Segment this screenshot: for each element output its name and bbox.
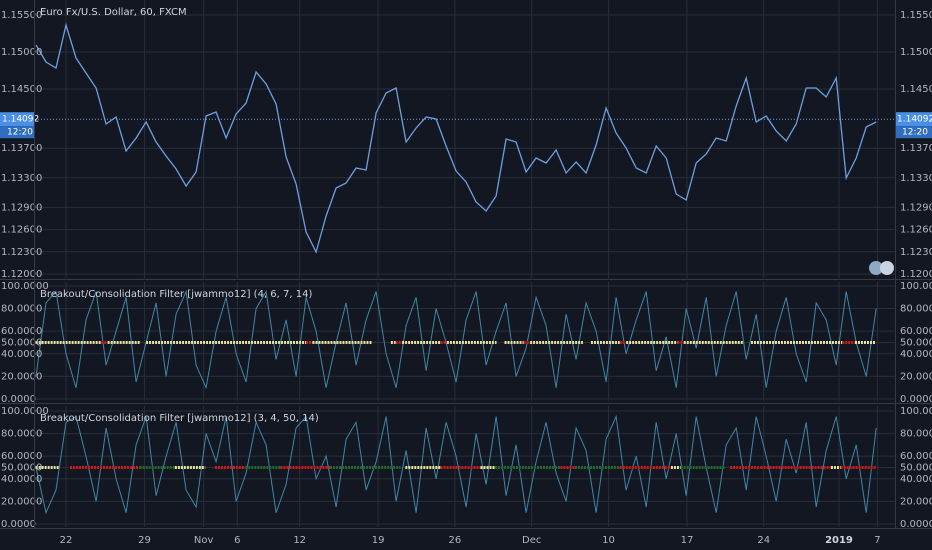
last-price-box <box>0 112 34 127</box>
y-tick-label: 1.12300 <box>900 247 932 258</box>
y-tick-label: 80.0000 <box>1 304 42 315</box>
pane <box>35 406 895 527</box>
y-tick-label: 100.0000 <box>900 281 932 292</box>
y-tick-label: 50.0000 <box>1 462 42 473</box>
last-price-label: 1.14092 <box>897 115 932 125</box>
countdown-label: 12:20 <box>902 128 928 138</box>
y-tick-label: 1.14500 <box>1 84 42 95</box>
x-tick-label: 17 <box>681 535 694 546</box>
y-tick-label: 1.15000 <box>1 47 42 58</box>
x-tick-label: 29 <box>138 535 151 546</box>
countdown-label: 12:20 <box>7 128 33 138</box>
y-tick-label: 0.0000 <box>1 394 36 405</box>
y-tick-label: 60.0000 <box>900 326 932 337</box>
x-tick-label: 12 <box>293 535 306 546</box>
y-tick-label: 1.13300 <box>900 173 932 184</box>
y-tick-label: 50.0000 <box>900 462 932 473</box>
x-tick-label: 22 <box>60 535 73 546</box>
y-tick-label: 20.0000 <box>1 496 42 507</box>
y-tick-label: 100.0000 <box>1 281 49 292</box>
y-tick-label: 40.0000 <box>900 349 932 360</box>
y-tick-label: 40.0000 <box>1 474 42 485</box>
y-tick-label: 1.12600 <box>1 225 42 236</box>
pane-title: Breakout/Consolidation Filter [jwammo12]… <box>40 413 319 424</box>
y-tick-label: 0.0000 <box>900 519 932 530</box>
y-tick-label: 1.12900 <box>1 202 42 213</box>
y-tick-label: 100.0000 <box>1 406 49 417</box>
x-tick-label: 24 <box>757 535 770 546</box>
y-tick-label: 60.0000 <box>900 451 932 462</box>
logo <box>869 261 894 275</box>
last-price-label: 1.14092 <box>2 115 39 125</box>
y-tick-label: 40.0000 <box>1 349 42 360</box>
series-line <box>35 289 877 390</box>
pane <box>35 0 895 278</box>
y-tick-label: 1.12000 <box>900 269 932 280</box>
y-tick-label: 1.15500 <box>1 10 42 21</box>
y-tick-label: 1.15000 <box>900 47 932 58</box>
x-tick-label: Dec <box>522 535 541 546</box>
y-tick-label: 1.12300 <box>1 247 42 258</box>
y-tick-label: 1.13700 <box>1 143 42 154</box>
pane <box>35 282 895 401</box>
y-tick-label: 100.0000 <box>900 406 932 417</box>
x-tick-label: 7 <box>874 535 880 546</box>
y-tick-label: 0.0000 <box>900 394 932 405</box>
countdown-box <box>895 126 932 139</box>
pane-title: Breakout/Consolidation Filter [jwammo12]… <box>40 289 312 300</box>
y-tick-label: 1.14500 <box>900 84 932 95</box>
x-tick-label: Nov <box>194 535 214 546</box>
last-price-box <box>895 112 932 127</box>
y-tick-label: 20.0000 <box>900 371 932 382</box>
series-line <box>35 414 877 515</box>
x-tick-label: 26 <box>449 535 462 546</box>
y-tick-label: 40.0000 <box>900 474 932 485</box>
x-tick-label: 2019 <box>825 535 853 546</box>
y-tick-label: 80.0000 <box>900 429 932 440</box>
y-tick-label: 1.13700 <box>900 143 932 154</box>
y-tick-label: 50.0000 <box>900 337 932 348</box>
y-tick-label: 1.13300 <box>1 173 42 184</box>
y-tick-label: 1.15500 <box>900 10 932 21</box>
y-tick-label: 80.0000 <box>900 304 932 315</box>
pane-title: Euro Fx/U.S. Dollar, 60, FXCM <box>40 7 187 18</box>
y-tick-label: 0.0000 <box>1 519 36 530</box>
y-tick-label: 20.0000 <box>900 496 932 507</box>
series-line <box>35 22 877 254</box>
x-tick-label: 10 <box>602 535 615 546</box>
y-tick-label: 1.12000 <box>1 269 42 280</box>
y-tick-label: 20.0000 <box>1 371 42 382</box>
countdown-box <box>0 126 34 139</box>
y-tick-label: 60.0000 <box>1 326 42 337</box>
y-tick-label: 50.0000 <box>1 337 42 348</box>
x-tick-label: 19 <box>372 535 385 546</box>
x-tick-label: 6 <box>234 535 240 546</box>
y-tick-label: 1.12600 <box>900 225 932 236</box>
y-tick-label: 80.0000 <box>1 429 42 440</box>
y-tick-label: 60.0000 <box>1 451 42 462</box>
y-tick-label: 1.12900 <box>900 202 932 213</box>
